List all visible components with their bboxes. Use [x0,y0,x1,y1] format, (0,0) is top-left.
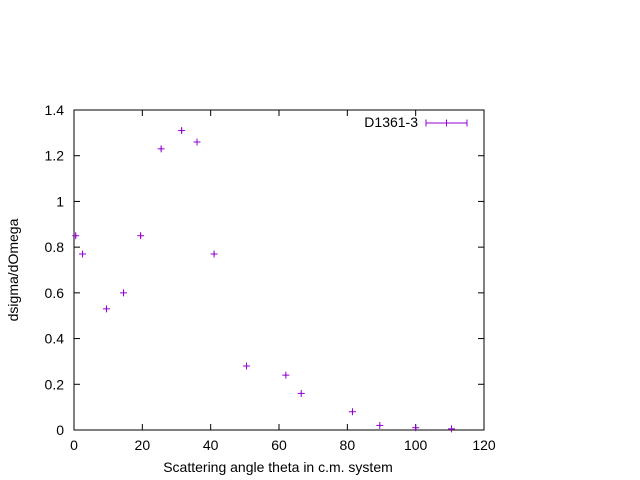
data-point [210,250,218,258]
x-tick-label: 40 [203,437,219,453]
data-point [102,305,110,313]
y-tick-label: 1 [56,193,64,209]
legend: D1361-3 [364,114,468,130]
legend-marker [425,119,468,127]
data-point [243,362,251,370]
y-tick-label: 1.2 [45,148,65,164]
data-point [348,408,356,416]
x-tick-label: 100 [404,437,428,453]
data-point [137,232,145,240]
x-axis: 0 20 40 60 80 100 120 [70,110,496,453]
data-point [297,389,305,397]
data-point [448,425,456,433]
data-points [72,127,456,433]
x-tick-label: 0 [70,437,78,453]
data-point [178,127,186,135]
legend-label: D1361-3 [364,114,418,130]
data-point [193,138,201,146]
data-point [376,421,384,429]
y-axis: 0 0.2 0.4 0.6 0.8 1 1.2 1.4 [45,102,484,438]
data-point [157,145,165,153]
y-tick-label: 0.4 [45,331,65,347]
y-tick-label: 0.2 [45,376,65,392]
y-tick-label: 1.4 [45,102,65,118]
data-point [282,371,290,379]
x-axis-label: Scattering angle theta in c.m. system [163,459,393,475]
y-tick-label: 0.8 [45,239,65,255]
x-tick-label: 60 [271,437,287,453]
data-point [79,250,87,258]
x-tick-label: 20 [135,437,151,453]
x-tick-label: 120 [472,437,496,453]
y-tick-label: 0 [56,422,64,438]
y-tick-label: 0.6 [45,285,65,301]
plot-frame [73,109,485,431]
y-axis-label: dsigma/dOmega [5,218,21,321]
data-point [120,289,128,297]
x-tick-label: 80 [340,437,356,453]
data-point [412,424,420,432]
data-point [72,232,80,240]
